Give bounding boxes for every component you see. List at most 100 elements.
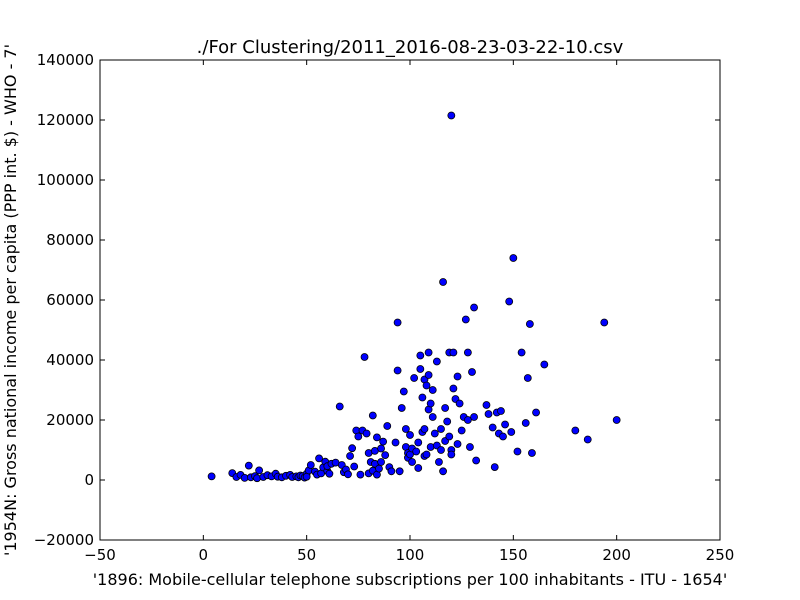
data-point [540, 360, 549, 369]
data-point [437, 446, 445, 454]
data-point [447, 111, 456, 120]
data-point [528, 449, 536, 457]
x-tick-label: 50 [297, 546, 316, 564]
data-point [387, 467, 396, 476]
data-point [501, 420, 509, 429]
data-point [430, 429, 439, 438]
data-point [449, 348, 458, 357]
data-point [414, 438, 423, 447]
data-point [401, 425, 410, 433]
x-tick-label: 100 [396, 546, 425, 564]
data-point [377, 458, 385, 466]
data-point [381, 451, 390, 460]
data-point [488, 423, 497, 432]
data-point [255, 466, 264, 475]
points-layer [207, 111, 621, 483]
y-tick-label: 40000 [46, 351, 94, 369]
y-tick-label: 0 [84, 471, 94, 489]
data-point [418, 393, 427, 402]
data-point [420, 425, 429, 433]
data-point [497, 407, 505, 415]
data-point [463, 348, 472, 357]
x-tick-label: 0 [199, 546, 209, 564]
data-point [393, 366, 402, 375]
data-point [410, 374, 419, 382]
data-point [441, 404, 450, 412]
data-point [379, 437, 388, 446]
data-point [439, 278, 447, 286]
data-point [306, 461, 315, 469]
data-point [484, 410, 493, 418]
data-point [377, 444, 385, 453]
data-point [571, 426, 580, 435]
data-point [470, 303, 478, 312]
data-point [424, 348, 433, 357]
data-point [391, 438, 400, 447]
data-point [455, 399, 464, 408]
data-point [207, 472, 216, 481]
data-point [505, 297, 514, 306]
data-point [453, 372, 462, 381]
y-tick-label: 120000 [37, 111, 94, 129]
data-point [523, 374, 532, 382]
data-point [373, 433, 381, 442]
data-point [315, 454, 323, 463]
ticks-layer: −50 0 50 100 150 200 250 −20000 0 20000 40000 60000… [34, 51, 735, 564]
data-point [521, 419, 530, 427]
data-point [346, 452, 354, 460]
data-point [470, 413, 478, 421]
data-point [356, 470, 365, 479]
data-point [348, 444, 357, 453]
data-point [463, 416, 472, 424]
x-tick-label: 150 [499, 546, 528, 564]
data-point [335, 402, 344, 411]
data-point [412, 447, 421, 456]
y-tick-label: 20000 [46, 411, 94, 429]
data-point [435, 458, 443, 466]
data-point [244, 461, 253, 470]
data-point [445, 432, 454, 441]
data-point [368, 411, 377, 420]
data-point [354, 432, 363, 441]
x-tick-label: −50 [84, 546, 116, 564]
data-point [466, 443, 474, 451]
plot-frame [99, 59, 721, 541]
data-point [583, 435, 592, 444]
data-point [397, 404, 406, 412]
data-point [350, 462, 359, 471]
chart-title: ./For Clustering/2011_2016-08-23-03-22-1… [197, 37, 624, 58]
data-point [453, 440, 462, 448]
data-point [344, 470, 352, 479]
data-point [482, 401, 491, 409]
data-point [443, 417, 452, 426]
data-point [399, 387, 408, 396]
y-tick-label: 140000 [37, 51, 94, 69]
data-point [325, 469, 334, 478]
data-point [509, 254, 518, 262]
data-point [457, 426, 466, 435]
data-point [406, 431, 414, 439]
y-tick-label: 60000 [46, 291, 94, 309]
data-point [422, 450, 431, 459]
y-axis-label: '1954N: Gross national income per capita… [1, 44, 20, 556]
data-point [447, 450, 456, 459]
data-point [490, 463, 499, 472]
data-point [507, 428, 516, 436]
data-point [408, 458, 416, 466]
data-point [513, 447, 522, 456]
y-tick-label: 80000 [46, 231, 94, 249]
x-axis-label: '1896: Mobile-cellular telephone subscri… [93, 570, 727, 589]
data-point [472, 456, 481, 465]
data-point [439, 467, 447, 476]
data-point [468, 368, 476, 376]
data-point [416, 351, 425, 360]
y-tick-label: −20000 [34, 531, 94, 549]
data-point [375, 464, 383, 473]
data-point [360, 353, 369, 361]
data-point [253, 474, 261, 483]
data-point [612, 416, 621, 424]
x-tick-label: 200 [602, 546, 631, 564]
y-tick-label: 100000 [37, 171, 94, 189]
